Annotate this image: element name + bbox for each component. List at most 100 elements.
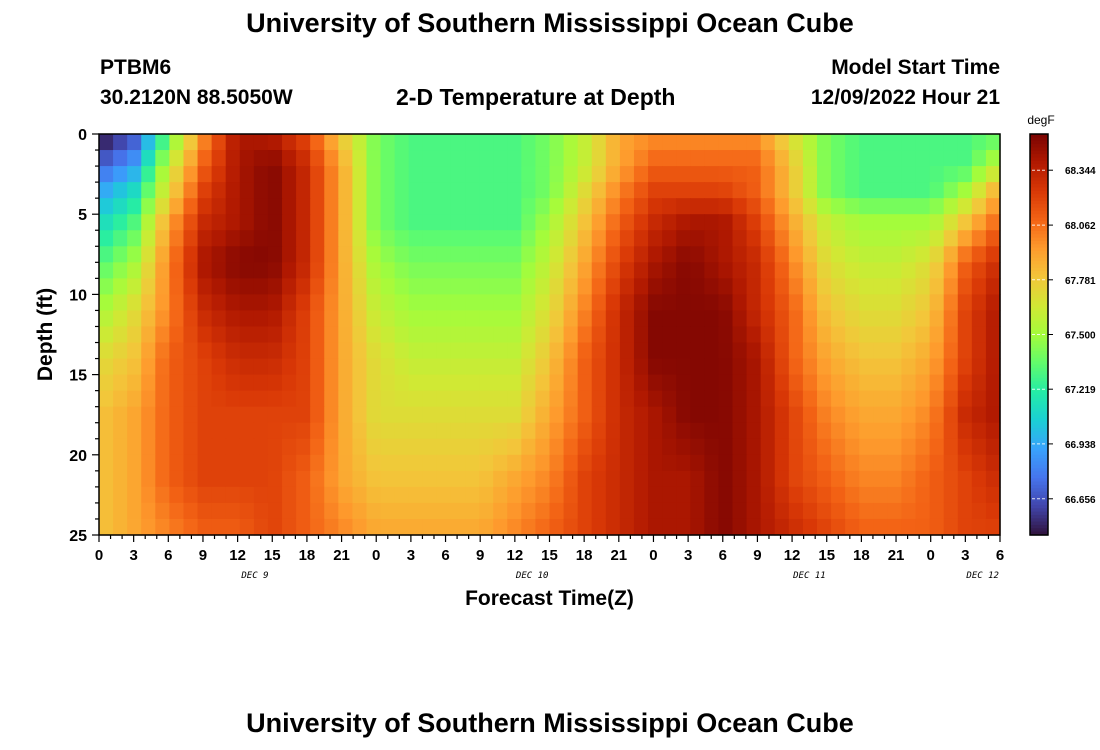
- heatmap-cell: [943, 470, 959, 488]
- heatmap-cell: [169, 470, 185, 488]
- heatmap-cell: [859, 182, 874, 199]
- heatmap-cell: [662, 198, 677, 215]
- heatmap-cell: [971, 262, 987, 279]
- heatmap-cell: [366, 230, 382, 247]
- heatmap-cell: [859, 422, 874, 440]
- heatmap-cell: [985, 438, 1001, 456]
- colorbar-segment: [1030, 351, 1048, 356]
- colorbar-segment: [1030, 271, 1048, 275]
- heatmap-cell: [113, 390, 128, 408]
- heatmap-cell: [99, 150, 114, 167]
- heatmap-cell: [465, 214, 480, 231]
- heatmap-cell: [141, 214, 156, 231]
- heatmap-cell: [704, 502, 720, 520]
- heatmap-cell: [324, 470, 339, 488]
- heatmap-cell: [690, 230, 705, 247]
- heatmap-cell: [774, 486, 790, 504]
- heatmap-cell: [746, 374, 762, 392]
- heatmap-cell: [183, 422, 199, 440]
- heatmap-cell: [436, 406, 452, 424]
- heatmap-cell: [450, 246, 466, 263]
- colorbar-segment: [1030, 381, 1048, 386]
- heatmap-cell: [859, 342, 874, 360]
- heatmap-cell: [901, 454, 917, 472]
- heatmap-cell: [746, 278, 762, 295]
- heatmap-cell: [591, 310, 607, 328]
- heatmap-cell: [239, 182, 255, 199]
- heatmap-cell: [915, 486, 931, 504]
- heatmap-cell: [887, 294, 903, 312]
- heatmap-cell: [366, 422, 382, 440]
- heatmap-cell: [619, 486, 635, 504]
- heatmap-cell: [929, 374, 945, 392]
- heatmap-cell: [521, 278, 537, 295]
- heatmap-cell: [310, 198, 325, 215]
- model-start-value: 12/09/2022 Hour 21: [810, 86, 1000, 109]
- colorbar-segment: [1030, 210, 1048, 215]
- colorbar-segment: [1030, 448, 1048, 453]
- heatmap-cell: [845, 422, 860, 440]
- heatmap-cell: [591, 454, 607, 472]
- heatmap-cell: [732, 358, 748, 376]
- heatmap-cell: [113, 246, 128, 263]
- heatmap-cell: [577, 262, 593, 279]
- heatmap-cell: [549, 310, 565, 328]
- heatmap-cell: [141, 294, 156, 312]
- heatmap-cell: [183, 310, 199, 328]
- heatmap-cell: [901, 166, 917, 183]
- heatmap-cell: [676, 438, 691, 456]
- heatmap-cell: [746, 422, 762, 440]
- heatmap-cell: [127, 166, 142, 183]
- heatmap-cell: [676, 182, 691, 199]
- heatmap-cell: [408, 470, 424, 488]
- heatmap-cell: [591, 422, 607, 440]
- heatmap-cell: [197, 502, 213, 520]
- heatmap-cell: [436, 294, 452, 312]
- heatmap-cell: [971, 342, 987, 360]
- y-tick-label: 10: [69, 287, 87, 304]
- heatmap-cell: [465, 358, 480, 376]
- heatmap-cell: [648, 454, 663, 472]
- heatmap-cell: [746, 246, 762, 263]
- heatmap-cell: [465, 374, 480, 392]
- heatmap-cell: [282, 310, 297, 328]
- heatmap-cell: [296, 390, 311, 408]
- heatmap-cell: [422, 246, 438, 263]
- heatmap-cell: [296, 214, 311, 231]
- heatmap-cell: [267, 358, 283, 376]
- heatmap-cell: [296, 310, 311, 328]
- heatmap-cell: [971, 374, 987, 392]
- heatmap-cell: [816, 518, 832, 536]
- colorbar-segment: [1030, 207, 1048, 212]
- heatmap-cell: [225, 230, 241, 247]
- heatmap-cell: [113, 374, 128, 392]
- colorbar-segment: [1030, 314, 1048, 319]
- heatmap-cell: [239, 406, 255, 424]
- heatmap-cell: [127, 422, 142, 440]
- heatmap-cell: [436, 134, 452, 151]
- heatmap-cell: [577, 518, 593, 536]
- heatmap-cell: [282, 134, 297, 151]
- heatmap-cell: [197, 454, 213, 472]
- heatmap-cell: [563, 518, 579, 536]
- heatmap-cell: [690, 198, 705, 215]
- heatmap-cell: [690, 166, 705, 183]
- heatmap-cell: [239, 134, 255, 151]
- colorbar-segment: [1030, 344, 1048, 349]
- heatmap-cell: [774, 390, 790, 408]
- heatmap-cell: [774, 438, 790, 456]
- heatmap-cell: [816, 470, 832, 488]
- heatmap-cell: [957, 422, 973, 440]
- heatmap-cell: [338, 294, 354, 312]
- heatmap-cell: [324, 390, 339, 408]
- heatmap-cell: [296, 454, 311, 472]
- heatmap-cell: [577, 470, 593, 488]
- heatmap-cell: [465, 310, 480, 328]
- heatmap-cell: [310, 374, 325, 392]
- heatmap-cell: [352, 182, 368, 199]
- colorbar-segment: [1030, 518, 1048, 523]
- heatmap-cell: [774, 166, 790, 183]
- heatmap-cell: [113, 326, 128, 344]
- heatmap-cell: [422, 230, 438, 247]
- heatmap-cell: [507, 278, 522, 295]
